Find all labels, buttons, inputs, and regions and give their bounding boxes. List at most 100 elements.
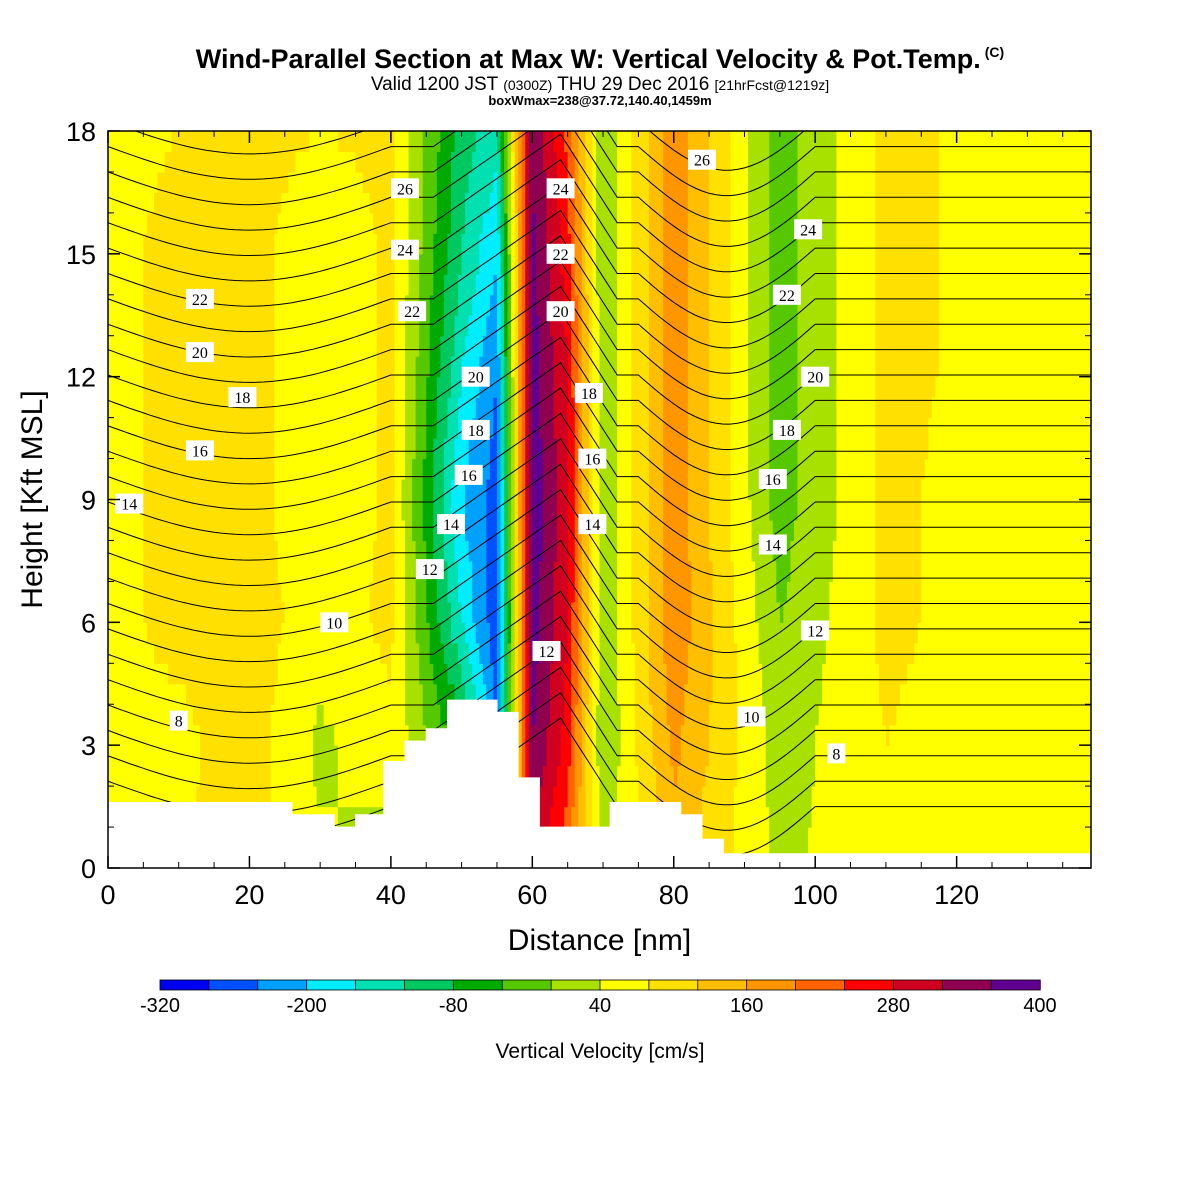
velocity-cell (454, 151, 459, 173)
velocity-cell (362, 151, 367, 173)
velocity-cell (337, 438, 342, 460)
velocity-cell (161, 233, 166, 255)
velocity-cell (270, 663, 275, 685)
velocity-cell (504, 376, 509, 398)
velocity-cell (129, 519, 134, 542)
velocity-cell (433, 151, 438, 173)
velocity-cell (369, 131, 374, 153)
velocity-cell (302, 724, 307, 746)
velocity-cell (337, 540, 342, 562)
velocity-cell (369, 458, 374, 480)
velocity-cell (153, 663, 159, 685)
velocity-cell (252, 417, 258, 439)
velocity-cell (161, 601, 166, 623)
velocity-cell (383, 704, 388, 726)
velocity-cell (189, 663, 194, 685)
velocity-cell (214, 458, 219, 480)
velocity-cell (245, 745, 251, 767)
velocity-cell (376, 397, 381, 419)
velocity-cell (539, 724, 544, 746)
velocity-cell (351, 765, 357, 787)
velocity-cell (546, 519, 551, 542)
velocity-cell (146, 724, 152, 746)
velocity-cell (553, 704, 558, 726)
velocity-cell (546, 786, 551, 808)
velocity-cell (231, 560, 236, 582)
velocity-cell (316, 479, 321, 501)
velocity-cell (323, 499, 328, 521)
velocity-cell (397, 131, 403, 153)
velocity-cell (270, 745, 275, 767)
velocity-cell (132, 519, 137, 542)
velocity-cell (595, 663, 601, 685)
velocity-cell (178, 233, 183, 255)
velocity-cell (496, 438, 502, 460)
velocity-cell (260, 745, 265, 767)
velocity-cell (228, 315, 233, 337)
velocity-cell (539, 601, 544, 623)
velocity-cell (132, 438, 137, 460)
velocity-cell (157, 171, 162, 194)
velocity-cell (574, 397, 579, 419)
velocity-cell (412, 683, 417, 705)
velocity-cell (504, 274, 509, 296)
velocity-cell (327, 335, 332, 357)
velocity-cell (115, 192, 120, 214)
velocity-cell (207, 417, 212, 439)
velocity-cell (419, 704, 424, 726)
velocity-cell (581, 663, 586, 685)
velocity-cell (489, 663, 495, 685)
velocity-cell (383, 663, 388, 685)
velocity-cell (493, 560, 498, 582)
velocity-cell (500, 601, 505, 623)
velocity-cell (422, 642, 427, 664)
velocity-cell (111, 438, 116, 460)
velocity-cell (507, 499, 512, 521)
velocity-cell (214, 622, 219, 644)
velocity-cell (337, 745, 342, 767)
velocity-cell (129, 253, 134, 275)
velocity-cell (274, 581, 279, 603)
velocity-cell (366, 622, 371, 644)
velocity-cell (504, 131, 509, 153)
velocity-cell (390, 356, 396, 378)
velocity-cell (139, 724, 144, 746)
velocity-cell (450, 642, 456, 664)
velocity-cell (157, 540, 162, 562)
velocity-cell (528, 704, 533, 726)
velocity-cell (458, 192, 463, 214)
velocity-cell (313, 438, 318, 460)
velocity-cell (164, 622, 169, 644)
velocity-cell (376, 683, 381, 705)
velocity-cell (288, 786, 293, 808)
velocity-cell (496, 683, 502, 705)
velocity-cell (143, 192, 148, 214)
velocity-cell (521, 458, 526, 480)
velocity-cell (189, 786, 194, 808)
velocity-cell (217, 642, 222, 664)
velocity-cell (245, 765, 251, 787)
velocity-cell (284, 253, 289, 275)
velocity-cell (274, 724, 279, 746)
velocity-cell (231, 233, 236, 255)
velocity-cell (550, 683, 555, 705)
velocity-cell (277, 294, 282, 316)
velocity-cell (171, 499, 176, 521)
velocity-cell (182, 315, 187, 337)
velocity-cell (394, 417, 399, 439)
velocity-cell (136, 356, 141, 378)
velocity-cell (521, 724, 526, 746)
velocity-cell (132, 622, 137, 644)
velocity-cell (111, 397, 116, 419)
velocity-cell (313, 786, 318, 808)
velocity-cell (504, 417, 509, 439)
velocity-cell (274, 233, 279, 255)
velocity-cell (224, 683, 229, 705)
velocity-cell (394, 499, 399, 521)
velocity-cell (567, 519, 572, 542)
velocity-cell (231, 642, 236, 664)
velocity-cell (394, 642, 399, 664)
velocity-cell (550, 601, 555, 623)
velocity-cell (493, 356, 498, 378)
velocity-cell (291, 335, 297, 357)
